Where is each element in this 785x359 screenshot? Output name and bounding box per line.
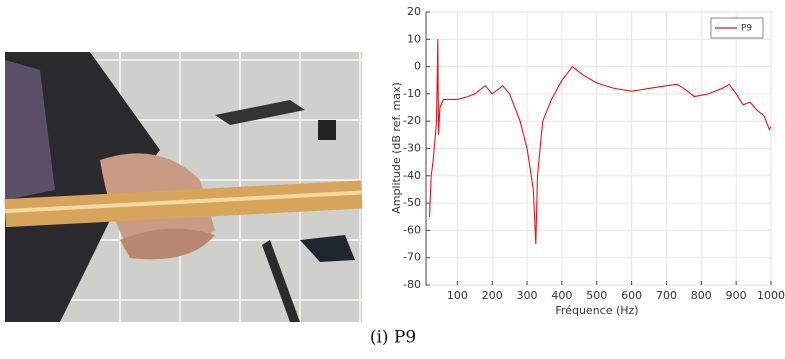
- x-tick-label: 300: [517, 289, 538, 302]
- x-tick-label: 100: [447, 289, 468, 302]
- x-tick-label: 1000: [757, 289, 785, 302]
- x-tick-label: 800: [691, 289, 712, 302]
- x-tick-label: 700: [656, 289, 677, 302]
- data-line: [428, 39, 772, 245]
- y-tick-label: 20: [407, 5, 421, 18]
- y-tick-label: -70: [403, 251, 421, 264]
- y-tick-label: -30: [403, 142, 421, 155]
- caption: (i) P9: [370, 328, 416, 348]
- y-tick-label: -80: [403, 278, 421, 291]
- y-tick-label: -50: [403, 196, 421, 209]
- x-tick-label: 900: [726, 289, 747, 302]
- y-axis-label: Amplitude (dB ref. max): [390, 82, 403, 214]
- legend-label: P9: [741, 24, 752, 34]
- y-tick-label: -20: [403, 114, 421, 127]
- y-tick-label: 0: [414, 60, 421, 73]
- x-tick-label: 200: [482, 289, 503, 302]
- y-tick-label: -10: [403, 87, 421, 100]
- y-tick-label: -40: [403, 169, 421, 182]
- x-axis-label: Fréquence (Hz): [555, 304, 638, 317]
- x-tick-label: 400: [551, 289, 572, 302]
- y-tick-label: -60: [403, 223, 421, 236]
- y-tick-label: 10: [407, 32, 421, 45]
- x-tick-label: 600: [621, 289, 642, 302]
- photo: [4, 52, 363, 322]
- x-tick-label: 500: [586, 289, 607, 302]
